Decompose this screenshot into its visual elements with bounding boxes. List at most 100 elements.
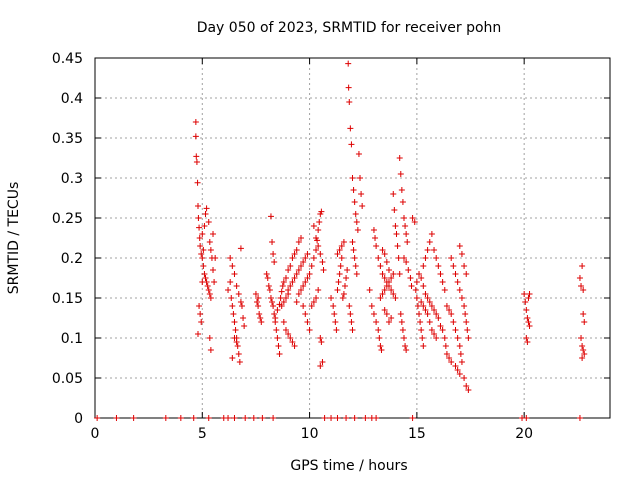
data-point bbox=[274, 307, 281, 313]
data-point bbox=[195, 215, 202, 221]
data-point bbox=[391, 207, 398, 213]
data-point bbox=[340, 239, 347, 245]
data-point bbox=[264, 275, 271, 281]
data-point bbox=[431, 307, 438, 313]
data-point bbox=[524, 315, 531, 321]
data-point bbox=[313, 247, 320, 253]
data-point bbox=[381, 275, 388, 281]
x-tick-label: 5 bbox=[198, 426, 207, 442]
data-point bbox=[353, 219, 360, 225]
data-point bbox=[350, 187, 357, 193]
data-point bbox=[210, 231, 217, 237]
data-point bbox=[234, 343, 241, 349]
data-point bbox=[238, 303, 245, 309]
data-point bbox=[229, 263, 236, 269]
data-point bbox=[581, 351, 588, 357]
data-point bbox=[422, 255, 429, 261]
data-point bbox=[177, 415, 184, 421]
data-point bbox=[379, 291, 386, 297]
data-point bbox=[252, 291, 259, 297]
data-point bbox=[282, 275, 289, 281]
data-point bbox=[231, 319, 238, 325]
data-point bbox=[354, 227, 361, 233]
data-point bbox=[424, 311, 431, 317]
data-points bbox=[94, 60, 588, 421]
data-point bbox=[412, 287, 419, 293]
data-point bbox=[310, 299, 317, 305]
data-point bbox=[198, 251, 205, 257]
data-point bbox=[227, 279, 234, 285]
data-point bbox=[402, 343, 409, 349]
data-point bbox=[304, 275, 311, 281]
data-point bbox=[293, 247, 300, 253]
data-point bbox=[113, 415, 120, 421]
data-point bbox=[576, 415, 583, 421]
data-point bbox=[278, 303, 285, 309]
data-point bbox=[454, 335, 461, 341]
data-point bbox=[207, 247, 214, 253]
data-point bbox=[193, 153, 200, 160]
data-point bbox=[522, 299, 529, 305]
data-point bbox=[282, 295, 289, 301]
data-point bbox=[392, 295, 399, 301]
data-point bbox=[233, 283, 240, 289]
data-point bbox=[576, 275, 583, 281]
data-point bbox=[396, 155, 403, 161]
y-tick-label: 0.35 bbox=[52, 131, 83, 147]
data-point bbox=[254, 299, 261, 305]
data-point bbox=[435, 315, 442, 321]
data-point bbox=[229, 303, 236, 309]
data-point bbox=[372, 235, 379, 241]
y-axis-label: SRMTID / TECUs bbox=[6, 182, 22, 295]
data-point bbox=[450, 319, 457, 325]
data-point bbox=[336, 271, 343, 277]
plot-frame bbox=[94, 57, 611, 419]
data-point bbox=[579, 355, 586, 361]
data-point bbox=[580, 311, 587, 317]
data-point bbox=[298, 287, 304, 293]
data-point bbox=[579, 263, 586, 269]
data-point bbox=[351, 199, 358, 205]
data-point bbox=[580, 347, 587, 353]
data-point bbox=[441, 287, 448, 293]
data-point bbox=[385, 267, 392, 273]
data-point bbox=[197, 311, 204, 317]
data-point bbox=[403, 231, 410, 237]
data-point bbox=[317, 335, 324, 341]
data-point bbox=[162, 415, 169, 421]
data-point bbox=[207, 347, 214, 353]
data-point bbox=[448, 359, 455, 365]
data-point bbox=[392, 223, 399, 229]
data-point bbox=[375, 255, 382, 261]
data-point bbox=[452, 271, 459, 277]
data-point bbox=[276, 351, 283, 357]
data-point bbox=[437, 323, 444, 329]
data-point bbox=[351, 415, 358, 421]
data-point bbox=[461, 303, 468, 309]
data-point bbox=[401, 215, 407, 221]
data-point bbox=[428, 231, 435, 237]
data-point bbox=[376, 335, 383, 341]
data-point bbox=[287, 283, 294, 289]
data-point bbox=[403, 347, 410, 353]
data-point bbox=[334, 251, 341, 257]
data-point bbox=[318, 208, 325, 215]
data-point bbox=[231, 415, 238, 421]
data-point bbox=[255, 303, 262, 309]
data-point bbox=[413, 279, 420, 285]
data-point bbox=[418, 299, 425, 305]
x-tick-label: 15 bbox=[408, 426, 426, 442]
data-point bbox=[330, 303, 337, 309]
y-tick-label: 0.3 bbox=[61, 171, 83, 187]
data-point bbox=[443, 351, 450, 357]
data-point bbox=[289, 255, 296, 261]
data-point bbox=[379, 271, 386, 277]
data-point bbox=[228, 295, 235, 301]
data-point bbox=[258, 319, 265, 325]
data-point bbox=[381, 287, 388, 293]
data-point bbox=[269, 299, 276, 305]
data-point bbox=[523, 307, 530, 313]
data-point bbox=[319, 259, 326, 265]
data-point bbox=[277, 295, 284, 301]
data-point bbox=[259, 415, 266, 421]
